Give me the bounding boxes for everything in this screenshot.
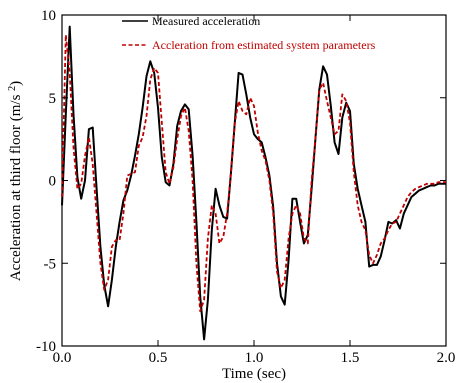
- x-axis-label: Time (sec): [222, 366, 286, 382]
- y-tick-label: 0: [49, 174, 57, 190]
- y-tick-label: -10: [36, 339, 56, 355]
- y-tick-label: -5: [44, 256, 57, 272]
- y-axis-label: Acceleration at third floor (m/s 2): [7, 81, 25, 281]
- y-axis-ticks: 10 5 0 -5 -10: [36, 8, 446, 355]
- series-line-measured: [61, 25, 446, 341]
- series-line-estimated: [61, 34, 446, 313]
- legend-label-estimated: Accleration from estimated system parame…: [152, 38, 376, 52]
- x-tick-label: 0.5: [149, 350, 168, 366]
- x-tick-label: 1.5: [341, 350, 360, 366]
- legend-label-measured: Measured acceleration: [152, 14, 260, 28]
- y-tick-label: 5: [49, 91, 57, 107]
- y-axis-label-superscript: 2: [7, 86, 18, 91]
- plot-frame: [61, 14, 447, 347]
- series-layer: [61, 25, 446, 341]
- x-tick-label: 1.0: [245, 350, 264, 366]
- x-tick-label: 0.0: [53, 350, 72, 366]
- x-axis-ticks: 0.0 0.5 1.0 1.5 2.0: [53, 15, 456, 366]
- legend: Measured acceleration Accleration from e…: [122, 14, 376, 52]
- y-axis-label-close: ): [8, 81, 24, 86]
- y-tick-label: 10: [41, 8, 56, 24]
- y-axis-label-text: Acceleration at third floor (m/s: [8, 94, 24, 281]
- x-tick-label: 2.0: [437, 350, 456, 366]
